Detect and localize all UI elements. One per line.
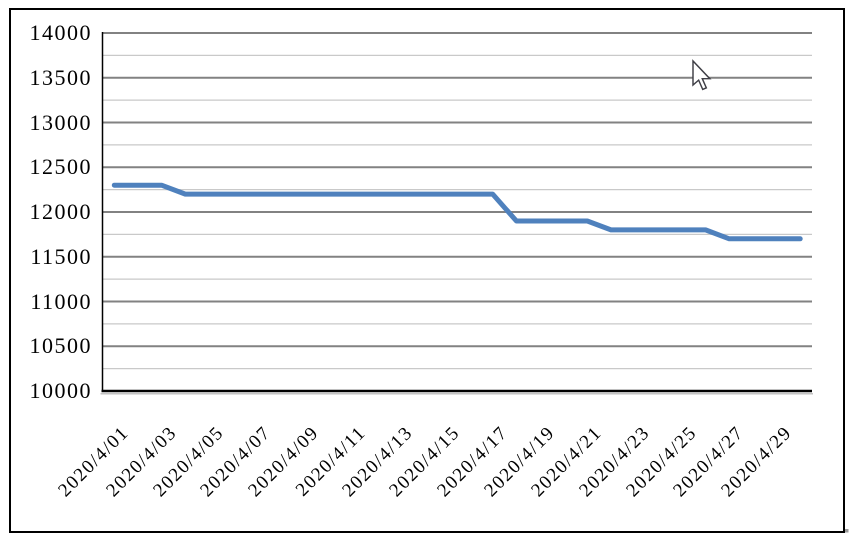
- y-axis-tick-label: 11000: [30, 288, 92, 314]
- chart-frame: [9, 8, 845, 533]
- cursor-arrow-shape: [692, 59, 712, 91]
- y-axis-tick-label: 12000: [29, 199, 92, 224]
- y-axis-tick-label: 13000: [29, 109, 92, 135]
- y-axis-tick-label: 11500: [30, 243, 92, 269]
- y-axis-tick-label: 14000: [29, 20, 92, 45]
- y-axis-tick-label: 13500: [29, 64, 92, 90]
- mouse-cursor-icon: [692, 59, 712, 91]
- y-axis-tick-label: 10500: [29, 333, 92, 359]
- y-axis-tick-label: 12500: [29, 154, 92, 180]
- corner-artifact-icon: [845, 529, 849, 533]
- y-axis-tick-label: 10000: [29, 378, 92, 403]
- data-series-line: [111, 182, 803, 242]
